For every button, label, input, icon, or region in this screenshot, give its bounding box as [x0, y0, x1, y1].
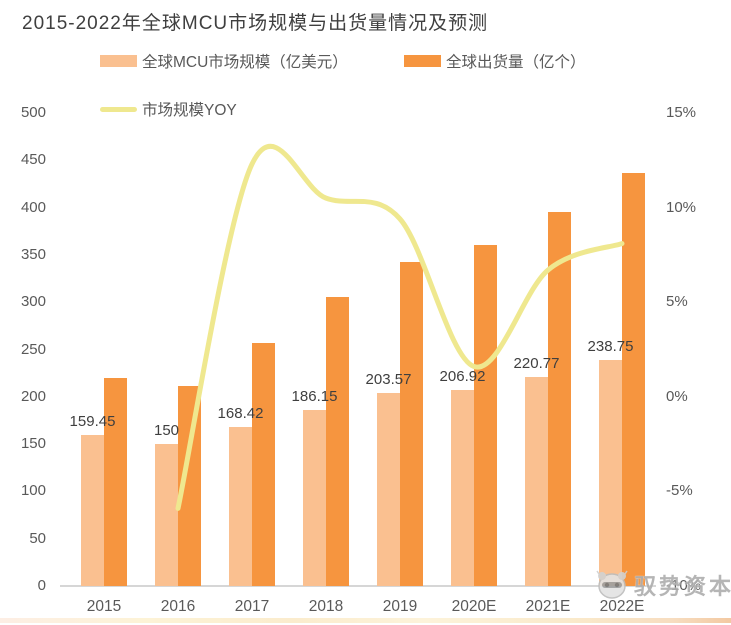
x-axis-baseline: [60, 585, 656, 587]
x-axis-label-2020E: 2020E: [451, 598, 497, 615]
bar-shipments-2017: [252, 342, 275, 586]
watermark: 驭势资本: [594, 569, 731, 601]
legend-item-yoy: 市场规模YOY: [100, 100, 237, 119]
legend-label-yoy: 市场规模YOY: [142, 102, 237, 119]
data-label-market-size-2018: 186.15: [291, 387, 338, 405]
bar-market-size-2017: [229, 426, 252, 586]
panda-logo-icon: [596, 570, 628, 599]
x-axis-label-2019: 2019: [382, 598, 418, 615]
legend-swatch-market-size: [100, 55, 137, 67]
left-axis-tick: 200: [20, 387, 46, 405]
x-axis-label-2017: 2017: [234, 598, 270, 615]
right-axis-tick: -5%: [666, 482, 693, 500]
legend-swatch-shipments: [404, 55, 441, 67]
left-axis-tick: 250: [20, 340, 46, 358]
bar-market-size-2019: [377, 393, 400, 586]
legend-label-shipments: 全球出货量（亿个）: [446, 54, 586, 71]
bar-shipments-2022E: [622, 172, 645, 586]
watermark-text: 驭势资本: [634, 574, 731, 599]
bar-market-size-2015: [81, 435, 104, 586]
left-axis-tick: 50: [29, 529, 46, 547]
bar-market-size-2020E: [451, 390, 474, 586]
bar-shipments-2015: [104, 377, 127, 586]
left-axis-tick: 300: [20, 293, 46, 311]
data-label-market-size-2022E: 238.75: [587, 338, 634, 356]
bar-market-size-2016: [155, 444, 178, 586]
x-axis-label-2015: 2015: [86, 598, 122, 615]
bar-market-size-2021E: [525, 377, 548, 586]
x-axis-label-2018: 2018: [308, 598, 344, 615]
x-axis-label-2021E: 2021E: [525, 598, 571, 615]
legend-item-market-size: 全球MCU市场规模（亿美元）: [100, 52, 348, 71]
x-axis-label-2016: 2016: [160, 598, 196, 615]
data-label-market-size-2016: 150: [153, 422, 180, 440]
data-label-market-size-2017: 168.42: [217, 404, 264, 422]
legend-swatch-yoy: [100, 106, 137, 112]
bar-shipments-2019: [400, 262, 423, 586]
data-label-market-size-2021E: 220.77: [513, 355, 560, 373]
data-label-market-size-2015: 159.45: [69, 413, 116, 431]
legend-label-market-size: 全球MCU市场规模（亿美元）: [142, 54, 348, 71]
right-axis-tick: 5%: [666, 293, 688, 311]
right-axis-tick: -10%: [666, 577, 702, 594]
left-axis-tick: 450: [20, 151, 46, 169]
bar-shipments-2018: [326, 297, 349, 586]
left-axis-tick: 400: [20, 198, 46, 216]
x-axis-label-2022E: 2022E: [599, 598, 645, 615]
bar-shipments-2021E: [548, 212, 571, 586]
left-axis-tick: 150: [20, 435, 46, 453]
bar-market-size-2018: [303, 409, 326, 586]
chart-title: 2015-2022年全球MCU市场规模与出货量情况及预测: [22, 13, 489, 34]
left-axis-tick: 0: [37, 577, 46, 594]
legend-item-shipments: 全球出货量（亿个）: [404, 52, 586, 71]
data-label-market-size-2019: 203.57: [365, 371, 412, 389]
left-axis-tick: 500: [20, 104, 46, 121]
bar-shipments-2020E: [474, 245, 497, 586]
left-axis-tick: 350: [20, 245, 46, 263]
bar-market-size-2022E: [599, 360, 622, 586]
right-axis-tick: 15%: [666, 104, 697, 121]
right-axis-tick: 0%: [666, 387, 688, 405]
bar-shipments-2016: [178, 386, 201, 586]
bottom-divider: [0, 618, 731, 623]
data-label-market-size-2020E: 206.92: [439, 368, 486, 386]
right-axis-tick: 10%: [666, 198, 697, 216]
left-axis-tick: 100: [20, 482, 46, 500]
